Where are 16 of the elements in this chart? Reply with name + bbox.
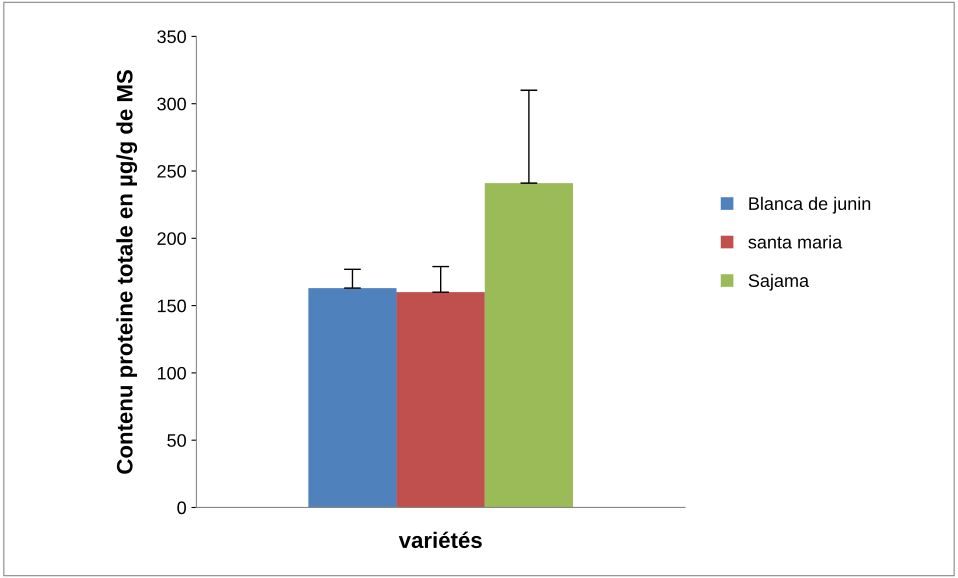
y-tick-label: 200 [157,232,186,246]
y-tick-label: 250 [157,164,186,178]
bar [396,292,485,508]
y-tick-label: 100 [158,366,186,380]
bar [308,288,397,508]
legend-label: Blanca de junin [749,196,870,214]
y-axis-title: Contenu proteine totale en µg/g de MS [116,70,138,474]
legend-label: santa maria [748,235,842,249]
y-tick-label: 50 [167,434,186,447]
y-tick-label: 350 [157,30,186,44]
y-tick-label: 0 [177,501,186,514]
x-axis-title: variétés [398,532,482,548]
legend-label: Sajama [748,274,810,291]
bar [484,183,574,508]
y-tick-label: 300 [157,98,186,110]
y-tick-label: 150 [158,300,186,312]
